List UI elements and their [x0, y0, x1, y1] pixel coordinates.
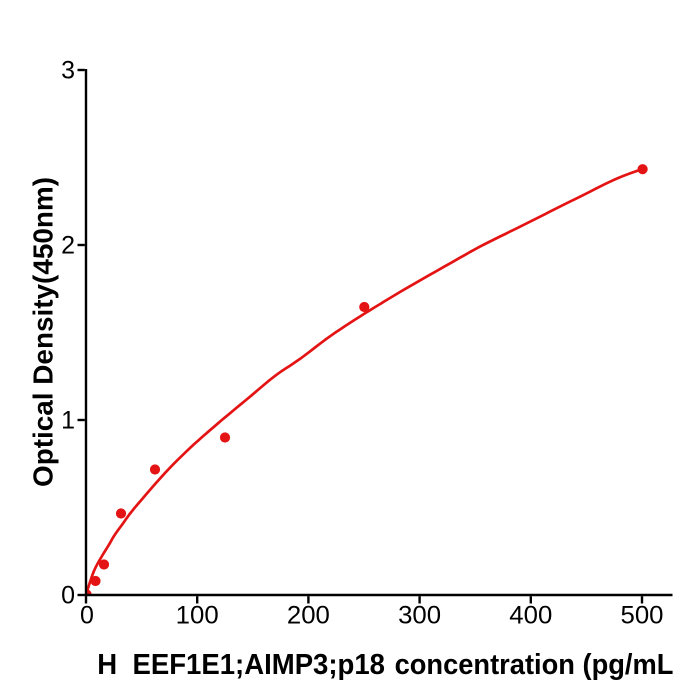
- svg-text:Optical Density(450nm): Optical Density(450nm): [28, 177, 59, 487]
- svg-text:3: 3: [61, 57, 75, 85]
- svg-text:200: 200: [287, 602, 330, 630]
- svg-text:concentration (pg/mL: concentration (pg/mL: [395, 649, 674, 681]
- svg-text:300: 300: [398, 602, 441, 630]
- svg-text:1: 1: [61, 407, 75, 435]
- svg-text:100: 100: [176, 602, 219, 630]
- svg-text:0: 0: [80, 602, 94, 630]
- svg-text:400: 400: [509, 602, 552, 630]
- svg-text:500: 500: [621, 602, 664, 630]
- svg-text:0: 0: [61, 582, 75, 610]
- svg-text:H EEF1E1;AIMP3;p18: H EEF1E1;AIMP3;p18: [97, 649, 385, 681]
- svg-text:2: 2: [61, 232, 75, 260]
